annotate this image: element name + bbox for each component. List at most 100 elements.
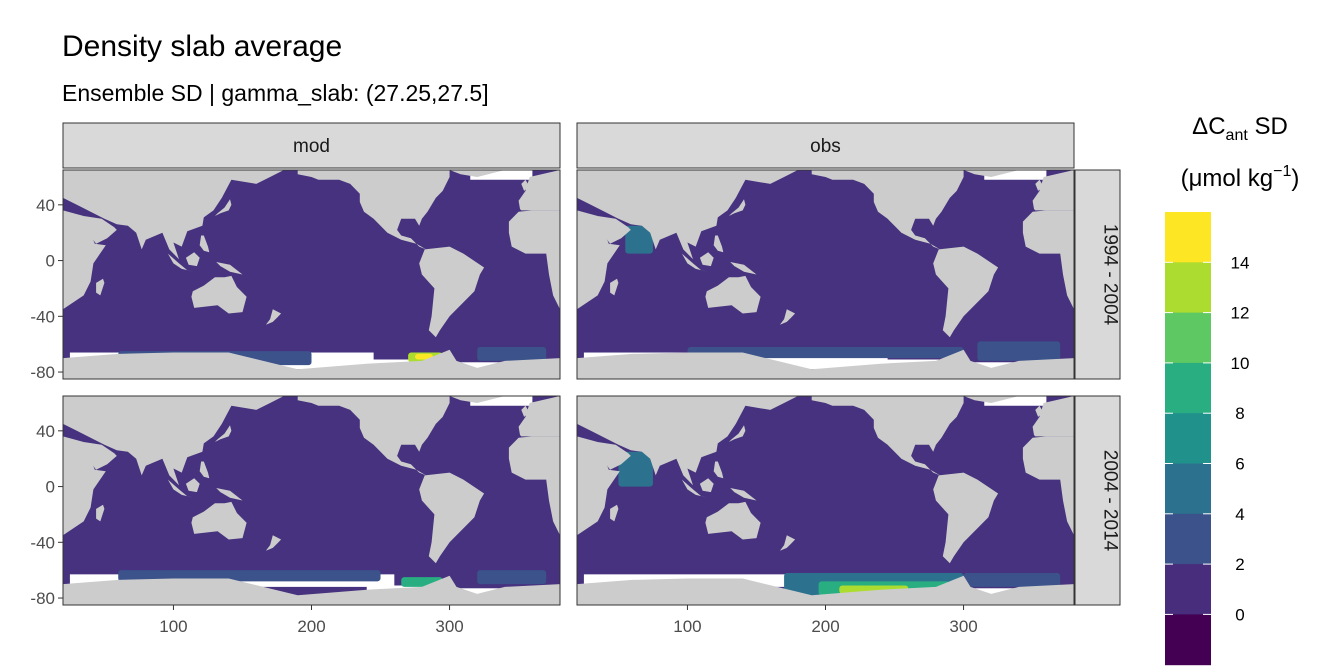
land-sumatra-java: [167, 479, 195, 498]
land-africa-west: [1022, 210, 1074, 310]
legend-colorbar: [1165, 212, 1211, 666]
y-tick-label: 40: [36, 196, 55, 215]
chart-title: Density slab average: [62, 30, 342, 63]
x-tick-label: 200: [297, 617, 325, 636]
legend-break-label: 14: [1231, 253, 1250, 272]
legend-unit: (μmol kg−1): [1181, 163, 1300, 192]
land-japan: [214, 425, 232, 442]
facet-row-strip-1: 2004 - 2014: [1074, 395, 1121, 606]
legend-break-label: 0: [1235, 605, 1244, 624]
legend-swatch: [1165, 614, 1211, 666]
land-sumatra-java: [681, 253, 709, 272]
land-arabia: [597, 442, 631, 470]
land-antarctica: [577, 575, 1074, 605]
land-new-guinea: [216, 262, 243, 275]
land-eurasia: [63, 396, 284, 486]
land-arabia: [83, 216, 117, 244]
land-africa: [577, 210, 620, 310]
legend-swatch: [1165, 362, 1211, 414]
land-madagascar: [96, 504, 105, 522]
legend-swatch: [1165, 513, 1211, 565]
facet-row-strip-label: 1994 - 2004: [1100, 224, 1121, 326]
facet-strip-bg: [62, 122, 561, 169]
legend-swatch: [1165, 262, 1211, 314]
map-panel-obs-1: [577, 396, 1074, 605]
legend-swatch: [1165, 564, 1211, 615]
land-antarctica: [63, 575, 560, 605]
y-tick-label: 0: [46, 478, 55, 497]
land-japan: [728, 425, 746, 442]
x-tick-label: 100: [159, 617, 187, 636]
land-philippines: [713, 461, 724, 479]
land-eurasia: [577, 396, 798, 486]
land-uk: [521, 405, 530, 417]
legend-swatch: [1165, 212, 1211, 263]
chart-subtitle: Ensemble SD | gamma_slab: (27.25,27.5]: [62, 80, 489, 106]
land-south-america: [933, 472, 999, 564]
facet-strip-mod: mod: [62, 122, 561, 169]
legend-break-label: 10: [1231, 354, 1250, 373]
land-greenland: [449, 396, 505, 403]
land-australia: [705, 501, 761, 540]
facet-strip-label: mod: [293, 136, 330, 157]
facet-strip-label: obs: [810, 136, 841, 157]
x-tick-label: 300: [435, 617, 463, 636]
land-philippines: [713, 235, 724, 253]
land-greenland: [449, 170, 505, 177]
land-greenland: [963, 170, 1019, 177]
y-tick-label: 0: [46, 252, 55, 271]
x-tick-label: 100: [673, 617, 701, 636]
land-new-guinea: [216, 488, 243, 501]
land-madagascar: [610, 278, 619, 296]
no-data-arctic-gap: [984, 170, 1047, 180]
legend-title: ΔCant SD: [1192, 113, 1288, 144]
legend-break-label: 12: [1231, 304, 1250, 323]
land-south-america: [933, 246, 999, 338]
legend: ΔCant SD (μmol kg−1) 14 12 10 8 6 4 2 0: [1165, 113, 1300, 666]
legend-labels: 14 12 10 8 6 4 2 0: [1165, 253, 1249, 624]
facet-row-strip-bg: [1074, 395, 1121, 606]
map-panel-obs-0: [577, 170, 1074, 379]
y-tick-label: 40: [36, 422, 55, 441]
land-uk: [1035, 179, 1044, 191]
land-borneo: [699, 252, 714, 267]
x-tick-label: 300: [949, 617, 977, 636]
legend-break-label: 8: [1235, 404, 1244, 423]
land-europe-west: [1032, 396, 1074, 437]
land-europe-west: [1032, 170, 1074, 211]
land-australia: [191, 275, 247, 314]
land-north-america: [297, 170, 450, 250]
legend-swatch: [1165, 413, 1211, 464]
land-new-zealand: [779, 535, 796, 551]
x-tick-label: 200: [811, 617, 839, 636]
y-tick-label: -80: [30, 589, 55, 608]
map-panel-mod-0: [63, 170, 560, 379]
land-antarctica: [577, 349, 1074, 379]
panel-border: [62, 169, 561, 380]
land-africa-west: [508, 436, 560, 536]
land-philippines: [199, 461, 210, 479]
land-antarctica: [63, 349, 560, 379]
y-tick-label: -40: [30, 307, 55, 326]
land-north-america: [297, 396, 450, 476]
y-tick-label: -80: [30, 363, 55, 382]
no-data-arctic-gap: [470, 170, 533, 180]
cell-arabian-sea: [618, 451, 653, 487]
land-new-zealand: [265, 309, 282, 325]
land-africa: [577, 436, 620, 536]
land-north-america: [811, 396, 964, 476]
land-africa: [63, 436, 106, 536]
legend-swatch: [1165, 463, 1211, 515]
cell-weddell-band: [963, 572, 1061, 587]
legend-break-label: 4: [1235, 505, 1244, 524]
facet-row-strip-bg: [1074, 169, 1121, 380]
map-panel-mod-1: [63, 396, 560, 605]
land-new-zealand: [779, 309, 796, 325]
land-japan: [728, 199, 746, 216]
axes: 40 0 -40 -80 40 0 -40 -80 100 200 300 100 200 300: [30, 196, 977, 636]
land-borneo: [699, 478, 714, 493]
land-philippines: [199, 235, 210, 253]
cell-ross-weddell-core: [415, 353, 433, 360]
land-eurasia: [63, 170, 284, 260]
